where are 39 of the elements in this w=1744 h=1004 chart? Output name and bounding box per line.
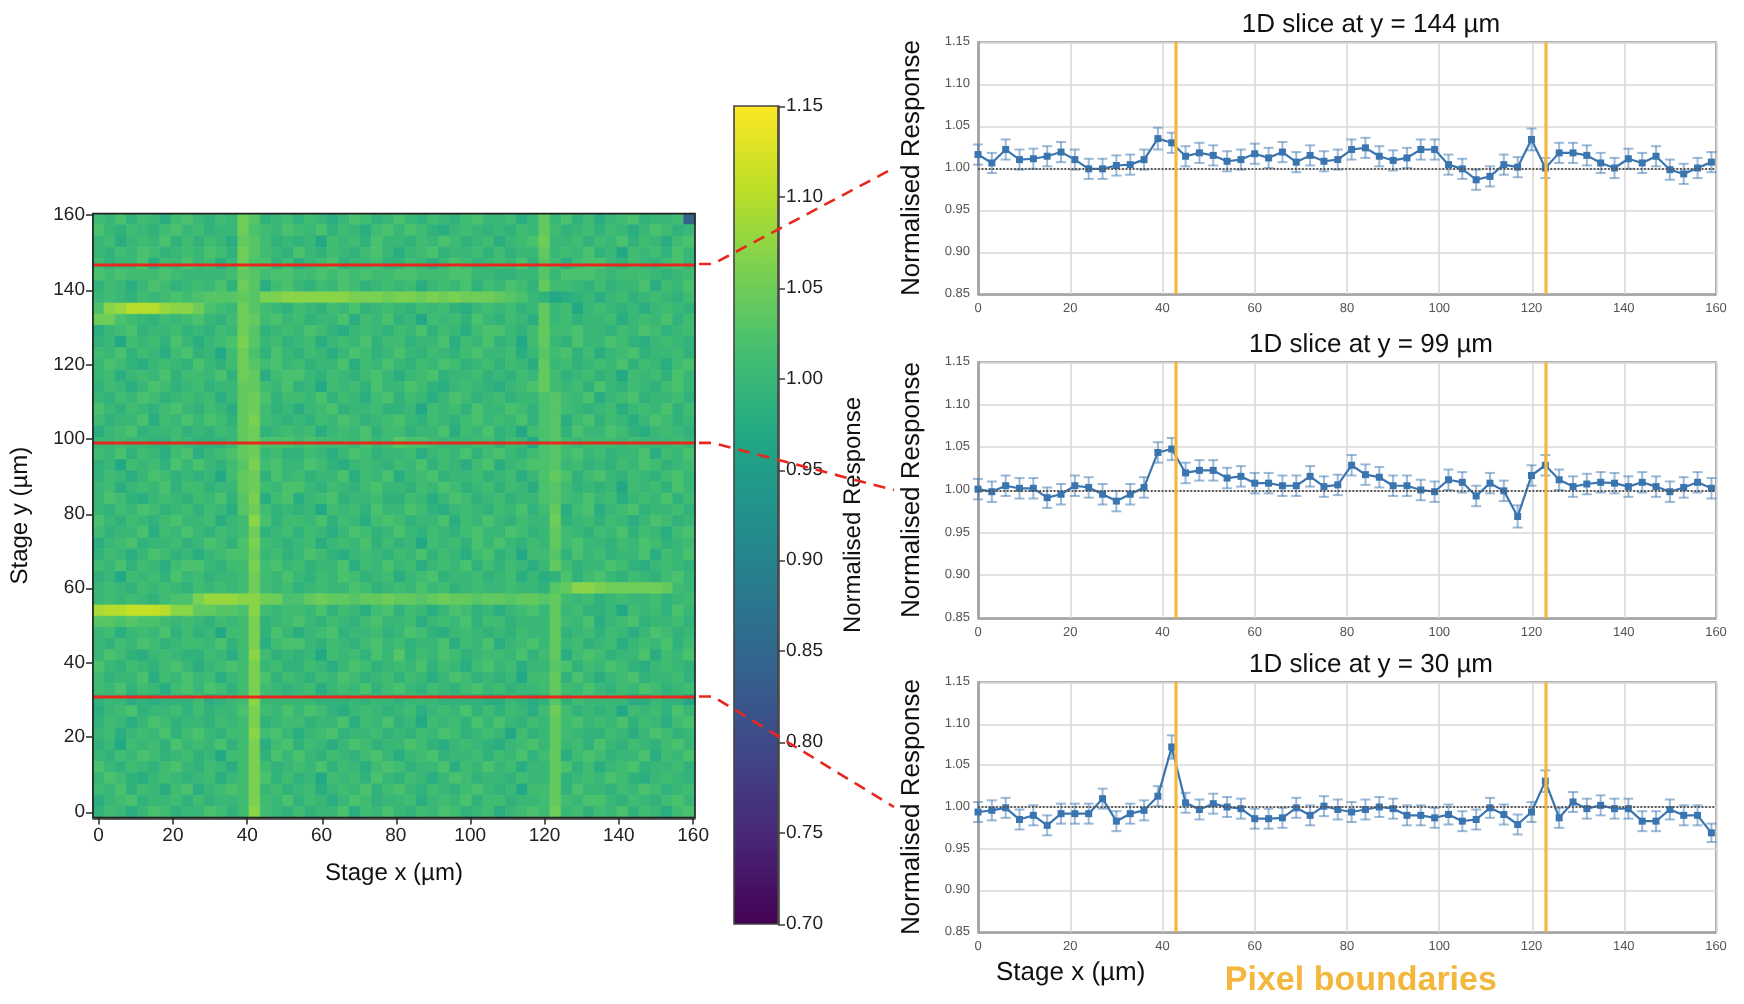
y-tick-label: 120 [53, 353, 85, 376]
color-bar-label: 0.90 [786, 549, 823, 572]
x-tick-label: 140 [602, 824, 635, 847]
y-tick-label: 160 [53, 204, 85, 227]
x-tick-label: 20 [162, 824, 184, 847]
color-bar-label: 1.00 [786, 367, 823, 390]
color-bar-title: Normalised Response [838, 396, 866, 634]
y-axis-title: Normalised Response [894, 40, 925, 296]
y-axis-title: Normalised Response [894, 679, 925, 935]
x-axis-title: Stage x (µm) [325, 857, 463, 886]
y-tick-label: 100 [53, 428, 85, 451]
x-tick-label: 0 [93, 824, 104, 847]
chart-title: 1D slice at y = 144 µm [1241, 8, 1501, 38]
color-bar-label: 1.10 [786, 185, 823, 208]
y-tick-label: 20 [63, 726, 85, 749]
x-tick-label: 120 [528, 824, 561, 847]
x-tick-label: 80 [385, 824, 407, 847]
chart-title: 1D slice at y = 30 µm [1248, 648, 1494, 678]
x-tick-label: 60 [310, 824, 333, 847]
chart-title: 1D slice at y = 99 µm [1248, 328, 1494, 358]
y-tick-label: 0 [74, 801, 85, 824]
text: Pixel boundaries [1224, 960, 1497, 998]
color-bar-label: 0.80 [786, 731, 823, 754]
color-bar-label: 0.75 [786, 822, 823, 845]
x-tick-label: 100 [454, 824, 487, 847]
y-axis-title: Normalised Response [894, 362, 925, 618]
x-tick-label: 40 [236, 824, 258, 847]
x-axis-title: Stage x (µm) [996, 956, 1146, 986]
y-axis-title: Stage y (µm) [5, 446, 34, 585]
y-tick-label: 140 [53, 279, 85, 302]
y-tick-label: 40 [63, 651, 85, 674]
color-bar-label: 0.70 [786, 913, 823, 935]
x-tick-label: 160 [677, 824, 709, 847]
y-tick-label: 60 [63, 577, 85, 600]
color-bar-label: 1.05 [786, 276, 823, 299]
color-bar-label: 0.85 [786, 640, 823, 663]
color-bar-label: 1.15 [786, 95, 823, 117]
y-tick-label: 80 [63, 502, 85, 525]
color-bar-label: 0.95 [786, 458, 823, 481]
